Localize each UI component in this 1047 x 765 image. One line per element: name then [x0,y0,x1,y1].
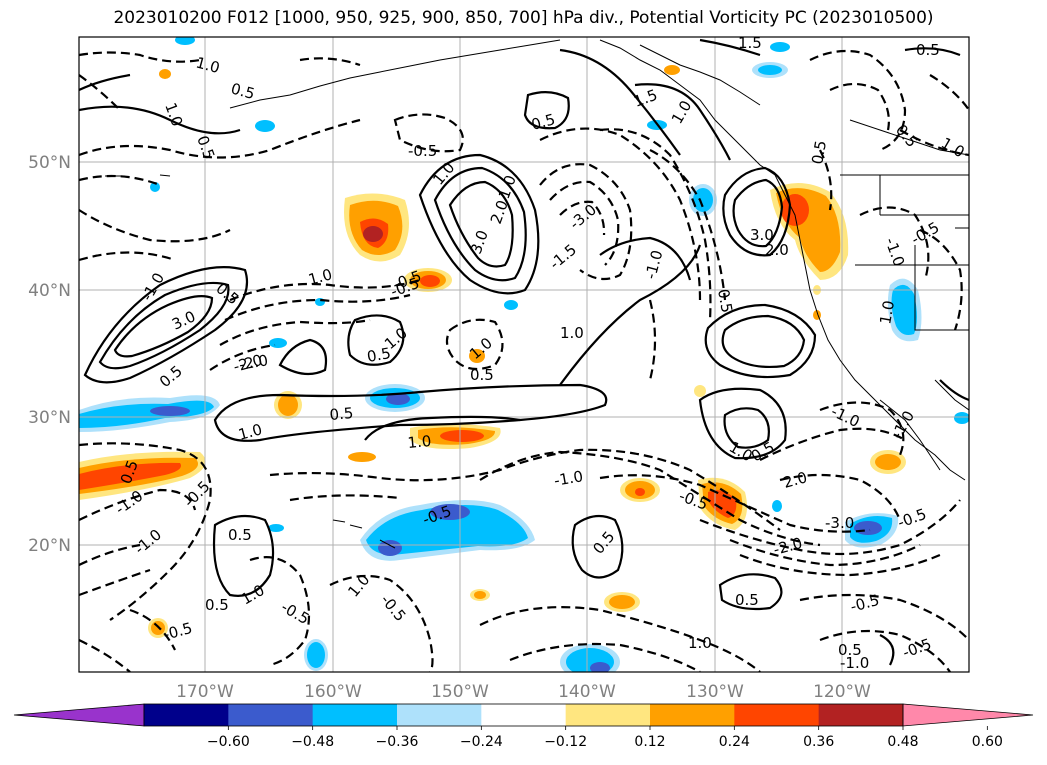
map-border [78,36,970,673]
contour-label: 1.0 [876,299,898,326]
solid-contours [79,38,969,666]
lon-label: 150°W [431,682,489,702]
contour-label: 3.0 [750,226,774,244]
colorbar-extend-high [902,703,1034,727]
contour-label: 0.5 [838,641,862,659]
colorbar: −0.60 −0.48 −0.36 −0.24 −0.12 0.12 0.24 0.36 0.4… [13,703,1034,750]
colorbar-border [143,703,904,727]
contour-label: 0.5 [529,110,557,134]
colorbar-tick-label: 0.36 [803,734,834,750]
contour-label: 1.5 [738,34,762,52]
colorbar-tick-label: −0.48 [291,734,334,750]
contour-label: -0.5 [408,142,437,160]
colorbar-segment [481,704,567,726]
contour-label: 0.5 [229,79,257,103]
contour-label: 0.5 [470,366,494,384]
dashed-contours [79,49,969,672]
contour-label: 1.0 [306,265,334,289]
colorbar-tick-label: −0.24 [460,734,503,750]
colorbar-tick-label: −0.36 [376,734,419,750]
lat-label: 50°N [28,153,71,173]
lon-label: 130°W [686,682,744,702]
map-area [79,37,969,672]
colorbar-tick-label: 0.12 [634,734,665,750]
colorbar-segment [734,704,820,726]
lat-label: 30°N [28,408,71,428]
colorbar-extend-low [13,703,145,727]
lat-label: 20°N [28,536,71,556]
colorbar-segment [312,704,398,726]
colorbar-segment [144,704,229,726]
contour-label: -2.0 [238,351,270,374]
contour-label: 0.5 [329,404,354,424]
longitude-labels: 170°W 160°W 150°W 140°W 130°W 120°W [176,682,871,702]
contour-label: 0.5 [735,591,759,609]
contour-label: 1.0 [688,634,712,652]
contour-label: 0.5 [228,526,252,544]
lon-label: 140°W [558,682,616,702]
lat-label: 40°N [28,281,71,301]
colorbar-segment [650,704,735,726]
contour-label: 0.5 [205,596,229,614]
contour-label: 0.5 [366,344,393,366]
lon-label: 160°W [304,682,362,702]
colorbar-tick-label: −0.60 [207,734,250,750]
lon-label: 170°W [176,682,234,702]
colorbar-segment [397,704,482,726]
contour-label: 1.0 [560,324,584,342]
colorbar-segment [228,704,314,726]
contour-label: 1.0 [236,420,264,444]
contour-label: -1.0 [840,654,869,672]
map-title: 2023010200 F012 [1000, 950, 925, 900, 85… [113,8,934,28]
contour-label: 1.0 [407,432,432,452]
shaded-fields [79,37,969,672]
contour-label: 1.0 [194,53,222,77]
contour-label: 2.0 [781,468,809,492]
colorbar-tick-label: 0.48 [887,734,918,750]
lon-label: 120°W [813,682,871,702]
contour-label: 0.5 [808,139,830,166]
colorbar-segment [818,704,904,726]
colorbar-tick-label: 0.24 [719,734,750,750]
contour-label: -1.0 [553,467,585,490]
contour-label: 0.5 [714,288,736,315]
colorbar-tick-label: −0.12 [544,734,587,750]
colorbar-tick-label: 0.60 [972,734,1003,750]
contour-label: 2.0 [765,241,789,259]
contour-label: 0.5 [916,41,940,59]
contour-label: -3.0 [825,514,854,532]
latitude-labels: 50°N 40°N 30°N 20°N [28,153,71,556]
colorbar-segment [565,704,651,726]
